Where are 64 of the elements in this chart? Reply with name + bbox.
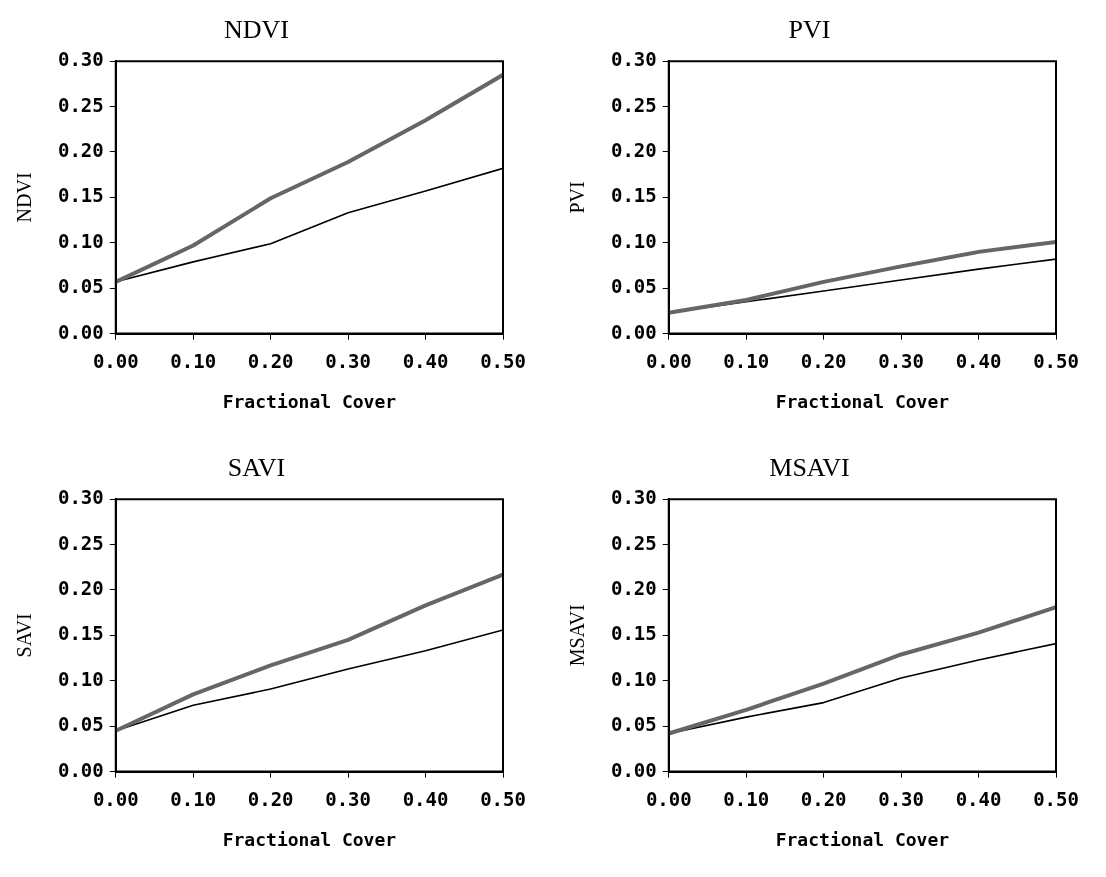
y-tick-label: 0.10 — [57, 229, 104, 252]
y-tick-label: 0.05 — [610, 713, 657, 736]
chart-title: NDVI — [224, 15, 289, 45]
y-tick-label: 0.20 — [610, 576, 657, 599]
y-tick-label: 0.15 — [610, 184, 657, 207]
chart-title: MSAVI — [769, 453, 850, 483]
y-tick-label: 0.30 — [57, 48, 104, 71]
x-axis-title: Fractional Cover — [775, 390, 950, 412]
y-tick-label: 0.25 — [610, 93, 657, 116]
x-tick-label: 0.40 — [402, 787, 449, 810]
x-tick-label: 0.00 — [645, 349, 692, 372]
x-axis-title: Fractional Cover — [222, 390, 397, 412]
x-tick-label: 0.20 — [247, 787, 294, 810]
chart-title: SAVI — [227, 453, 286, 483]
x-tick-label: 0.50 — [1033, 787, 1079, 810]
x-tick-label: 0.20 — [247, 349, 294, 372]
y-tick-label: 0.15 — [57, 622, 104, 645]
y-tick-label: 0.25 — [610, 531, 657, 554]
x-tick-label: 0.40 — [402, 349, 449, 372]
x-axis-title: Fractional Cover — [222, 828, 397, 850]
x-tick-label: 0.40 — [955, 349, 1002, 372]
x-tick-label: 0.30 — [325, 349, 371, 372]
x-tick-label: 0.10 — [170, 349, 217, 372]
y-axis-title: NDVI — [13, 172, 36, 223]
y-tick-label: 0.20 — [57, 576, 104, 599]
x-tick-label: 0.00 — [92, 787, 139, 810]
y-tick-label: 0.05 — [57, 713, 104, 736]
x-tick-label: 0.40 — [955, 787, 1002, 810]
y-tick-label: 0.15 — [610, 622, 657, 645]
y-tick-label: 0.30 — [610, 48, 657, 71]
y-axis-title: PVI — [566, 181, 589, 214]
x-axis-title: Fractional Cover — [775, 828, 950, 850]
x-tick-label: 0.50 — [1033, 349, 1079, 372]
x-tick-label: 0.00 — [92, 349, 139, 372]
x-tick-label: 0.10 — [723, 787, 770, 810]
y-tick-label: 0.25 — [57, 93, 104, 116]
x-tick-label: 0.10 — [723, 349, 770, 372]
x-tick-label: 0.50 — [480, 349, 526, 372]
x-tick-label: 0.20 — [800, 349, 847, 372]
x-tick-label: 0.10 — [170, 787, 217, 810]
y-tick-label: 0.00 — [57, 758, 104, 781]
y-tick-label: 0.00 — [610, 758, 657, 781]
y-tick-label: 0.00 — [610, 320, 657, 343]
y-tick-label: 0.10 — [610, 667, 657, 690]
y-tick-label: 0.20 — [610, 138, 657, 161]
y-axis-title: SAVI — [13, 613, 36, 658]
x-tick-label: 0.20 — [800, 787, 847, 810]
x-tick-label: 0.00 — [645, 787, 692, 810]
x-tick-label: 0.30 — [878, 787, 924, 810]
y-tick-label: 0.10 — [57, 667, 104, 690]
y-tick-label: 0.05 — [57, 275, 104, 298]
y-tick-label: 0.05 — [610, 275, 657, 298]
x-tick-label: 0.30 — [878, 349, 924, 372]
y-tick-label: 0.30 — [57, 486, 104, 509]
x-tick-label: 0.50 — [480, 787, 526, 810]
y-tick-label: 0.30 — [610, 486, 657, 509]
y-tick-label: 0.10 — [610, 229, 657, 252]
y-tick-label: 0.25 — [57, 531, 104, 554]
y-axis-title: MSAVI — [566, 604, 589, 667]
x-tick-label: 0.30 — [325, 787, 371, 810]
chart-title: PVI — [788, 15, 831, 45]
y-tick-label: 0.15 — [57, 184, 104, 207]
y-tick-label: 0.20 — [57, 138, 104, 161]
y-tick-label: 0.00 — [57, 320, 104, 343]
